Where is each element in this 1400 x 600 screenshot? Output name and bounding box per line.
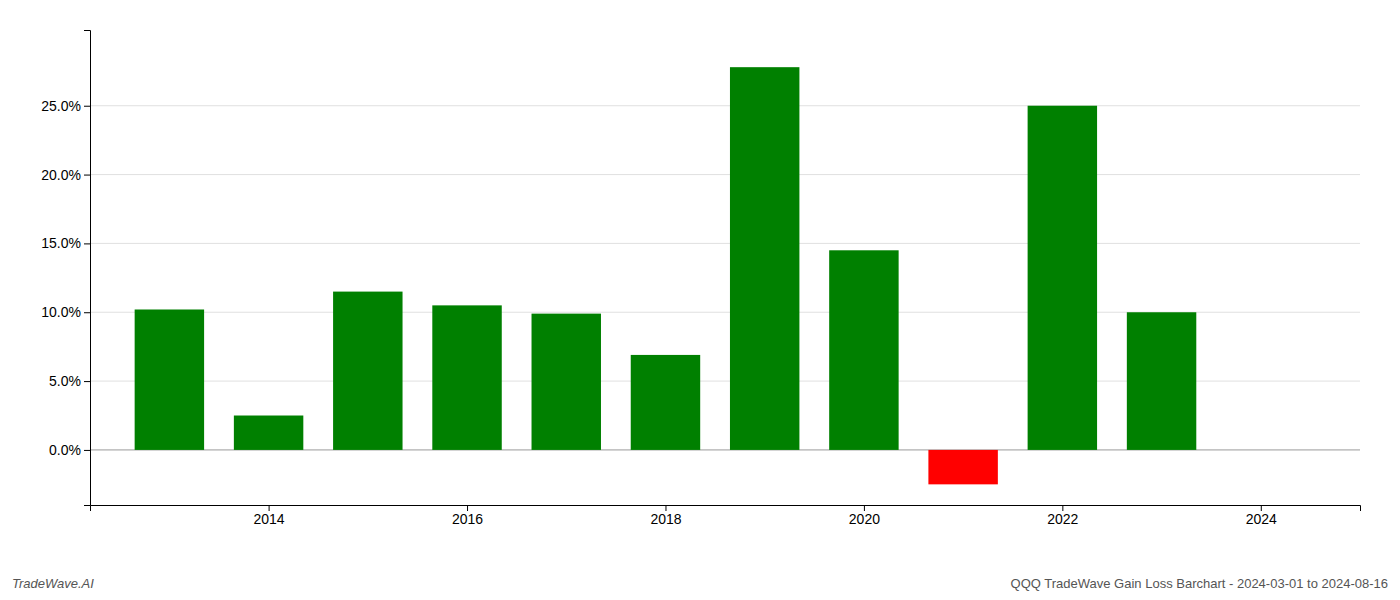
grid — [90, 106, 1360, 450]
tick-label: 15.0% — [41, 235, 81, 251]
tick: 10.0% — [41, 304, 90, 320]
tick-mark — [84, 450, 90, 451]
footer: TradeWave.AI QQQ TradeWave Gain Loss Barc… — [12, 576, 1388, 591]
bar — [730, 67, 799, 450]
tick-label: 2022 — [1047, 511, 1078, 527]
tick-label: 2018 — [650, 511, 681, 527]
tick-label: 10.0% — [41, 304, 81, 320]
tick: 20.0% — [41, 167, 90, 183]
tick-label: 0.0% — [49, 442, 81, 458]
bar — [1028, 106, 1097, 450]
tick-mark — [84, 175, 90, 176]
tick-label: 2020 — [849, 511, 880, 527]
tick-label: 2014 — [254, 511, 285, 527]
tick-mark — [84, 243, 90, 244]
tick-mark — [84, 312, 90, 313]
bar — [829, 250, 898, 450]
plot-area — [135, 67, 1197, 484]
tick: 2014 — [254, 505, 285, 527]
tick-label: 2016 — [452, 511, 483, 527]
tick: 2024 — [1246, 505, 1277, 527]
tick-label: 5.0% — [49, 373, 81, 389]
axis-line — [84, 31, 91, 506]
tick-label: 2024 — [1246, 511, 1277, 527]
bar — [333, 292, 402, 450]
bar — [928, 450, 997, 484]
tick-mark — [84, 381, 90, 382]
chart: 2014 2016 2018 2020 2022 2024 0.0% 5.0% 10.0% 15.… — [0, 0, 1400, 600]
annotation: QQQ TradeWave Gain Loss Barchart - 2024-… — [1011, 576, 1388, 591]
y-axis: 0.0% 5.0% 10.0% 15.0% 20.0% 25.0% — [41, 31, 90, 506]
tick: 2016 — [452, 505, 483, 527]
tick-mark — [84, 106, 90, 107]
grid-line — [90, 174, 1360, 175]
bar — [631, 355, 700, 450]
x-axis: 2014 2016 2018 2020 2022 2024 — [91, 505, 1361, 527]
bar — [135, 309, 204, 449]
grid-line — [90, 105, 1360, 106]
bar — [432, 305, 501, 450]
tick: 25.0% — [41, 98, 90, 114]
grid-line — [90, 243, 1360, 244]
tick-label: 20.0% — [41, 167, 81, 183]
annotation: TradeWave.AI — [12, 576, 94, 591]
tick-label: 25.0% — [41, 98, 81, 114]
tick: 5.0% — [49, 373, 90, 389]
tick: 2022 — [1047, 505, 1078, 527]
bar — [532, 314, 601, 450]
tick: 2018 — [650, 505, 681, 527]
tick: 0.0% — [49, 442, 90, 458]
tick: 2020 — [849, 505, 880, 527]
bar — [1127, 312, 1196, 450]
bar — [234, 416, 303, 450]
tick: 15.0% — [41, 235, 90, 251]
